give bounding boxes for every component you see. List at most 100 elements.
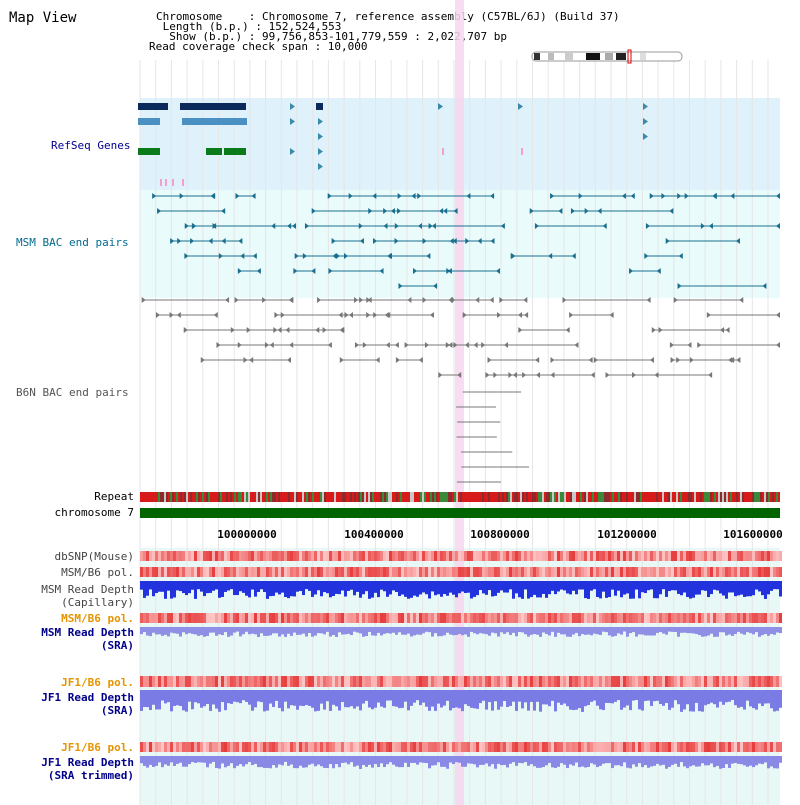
heatmap-cell — [503, 676, 506, 687]
read-depth-bar — [608, 756, 611, 764]
heatmap-cell — [767, 551, 770, 561]
read-depth-bar — [419, 756, 422, 763]
heatmap-cell — [260, 742, 263, 752]
heatmap-cell — [170, 567, 173, 577]
read-depth-bar — [743, 690, 746, 710]
repeat-segment — [682, 492, 684, 502]
read-depth-bar — [458, 756, 461, 763]
heatmap-cell — [470, 567, 473, 577]
read-depth-bar — [314, 690, 317, 712]
read-depth-bar — [533, 756, 536, 767]
heatmap-cell — [395, 567, 398, 577]
repeat-segment — [624, 492, 626, 502]
read-depth-bar — [422, 756, 425, 763]
read-depth-bar — [710, 627, 713, 634]
read-depth-bar — [446, 581, 449, 596]
heatmap-cell — [308, 613, 311, 623]
heatmap-cell — [362, 567, 365, 577]
heatmap-cell — [743, 551, 746, 561]
read-depth-bar — [641, 581, 644, 593]
read-depth-bar — [260, 756, 263, 768]
read-depth-bar — [197, 627, 200, 636]
b6n-bac-pair-end — [418, 357, 423, 363]
read-depth-bar — [647, 627, 650, 636]
repeat-segment — [332, 492, 334, 502]
read-depth-bar — [569, 627, 572, 637]
heatmap-cell — [707, 567, 710, 577]
heatmap-cell — [569, 742, 572, 752]
b6n-bac-pair-end — [354, 342, 359, 348]
repeat-segment — [576, 492, 578, 502]
heatmap-cell — [593, 613, 596, 623]
gene-feature — [224, 148, 246, 155]
heatmap-cell — [329, 676, 332, 687]
heatmap-cell — [191, 551, 194, 561]
heatmap-cell — [272, 613, 275, 623]
heatmap-cell — [614, 676, 617, 687]
read-depth-bar — [374, 581, 377, 593]
repeat-segment — [518, 492, 520, 502]
heatmap-cell — [293, 613, 296, 623]
read-depth-bar — [191, 690, 194, 710]
heatmap-cell — [524, 551, 527, 561]
heatmap-cell — [488, 676, 491, 687]
repeat-segment — [732, 492, 734, 502]
heatmap-cell — [536, 567, 539, 577]
read-depth-bar — [428, 581, 431, 599]
read-depth-bar — [515, 627, 518, 637]
read-depth-bar — [725, 627, 728, 636]
read-depth-bar — [173, 690, 176, 707]
repeat-segment — [258, 492, 260, 502]
heatmap-cell — [548, 676, 551, 687]
msm-bac-pair-end — [235, 193, 240, 199]
heatmap-cell — [428, 567, 431, 577]
heatmap-cell — [596, 742, 599, 752]
heatmap-cell — [686, 676, 689, 687]
read-depth-bar — [479, 627, 482, 634]
heatmap-cell — [311, 676, 314, 687]
heatmap-cell — [140, 742, 143, 752]
heatmap-cell — [485, 676, 488, 687]
repeat-segment — [410, 492, 412, 502]
axis-tick-label: 100400000 — [344, 528, 404, 541]
heatmap-cell — [389, 551, 392, 561]
heatmap-cell — [593, 742, 596, 752]
heatmap-cell — [359, 742, 362, 752]
heatmap-cell — [425, 551, 428, 561]
heatmap-cell — [389, 742, 392, 752]
heatmap-cell — [143, 613, 146, 623]
repeat-segment — [302, 492, 304, 502]
read-depth-bar — [614, 581, 617, 596]
heatmap-cell — [377, 613, 380, 623]
read-depth-bar — [386, 756, 389, 765]
read-depth-bar — [455, 756, 458, 763]
b6n-bac-pair-end — [550, 357, 555, 363]
read-depth-bar — [752, 581, 755, 596]
msm-bac-pair-end — [453, 208, 458, 214]
repeat-segment — [426, 492, 428, 502]
repeat-segment — [566, 492, 568, 502]
heatmap-cell — [599, 742, 602, 752]
read-depth-bar — [614, 756, 617, 766]
read-depth-bar — [287, 581, 290, 599]
heatmap-cell — [686, 742, 689, 752]
repeat-segment — [448, 492, 450, 502]
heatmap-cell — [416, 551, 419, 561]
heatmap-cell — [689, 613, 692, 623]
read-depth-bar — [767, 627, 770, 636]
heatmap-cell — [326, 551, 329, 561]
heatmap-cell — [554, 676, 557, 687]
repeat-segment — [266, 492, 268, 502]
ideogram-band — [548, 53, 554, 60]
jf1-b6-pol-trimmed-label: JF1/B6 pol. — [61, 741, 134, 754]
repeat-segment — [656, 492, 658, 502]
heatmap-cell — [638, 676, 641, 687]
heatmap-cell — [716, 676, 719, 687]
heatmap-cell — [221, 742, 224, 752]
read-depth-bar — [140, 690, 143, 711]
read-depth-bar — [221, 627, 224, 636]
heatmap-cell — [146, 551, 149, 561]
read-depth-bar — [266, 690, 269, 711]
heatmap-cell — [221, 613, 224, 623]
